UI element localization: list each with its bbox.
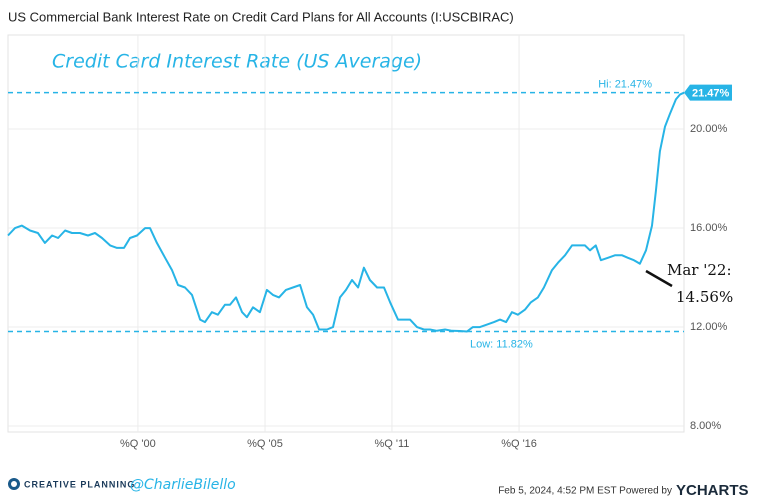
x-tick-label: %Q '11: [374, 438, 409, 450]
last-value-badge: [684, 84, 732, 101]
footer-logo: [8, 478, 20, 490]
footer-timestamp: Feb 5, 2024, 4:52 PM EST Powered by: [498, 486, 672, 497]
series-line: [7, 91, 685, 333]
footer-handle: @CharlieBilello: [130, 477, 236, 493]
annotation-text: 14.56%: [676, 288, 733, 306]
annotation-pointer: [645, 269, 673, 288]
x-tick-label: %Q '05: [247, 438, 283, 450]
overlay-title: Credit Card Interest Rate (US Average): [52, 51, 422, 73]
y-tick-label: 16.00%: [690, 222, 728, 234]
footer-source: YCHARTS: [676, 482, 749, 499]
hi-label: Hi: 21.47%: [598, 79, 652, 91]
low-label: Low: 11.82%: [470, 338, 533, 350]
last-value-label: 21.47%: [692, 88, 730, 100]
y-tick-label: 12.00%: [690, 321, 728, 333]
y-tick-label: 8.00%: [690, 420, 721, 432]
x-tick-label: %Q '00: [120, 438, 156, 450]
chart-title: US Commercial Bank Interest Rate on Cred…: [8, 9, 514, 24]
plot-frame: [7, 34, 685, 433]
footer-brand: CREATIVE PLANNING: [24, 479, 135, 489]
x-tick-label: %Q '16: [501, 438, 537, 450]
annotation-text: Mar '22:: [667, 261, 732, 279]
y-tick-label: 20.00%: [690, 123, 728, 135]
